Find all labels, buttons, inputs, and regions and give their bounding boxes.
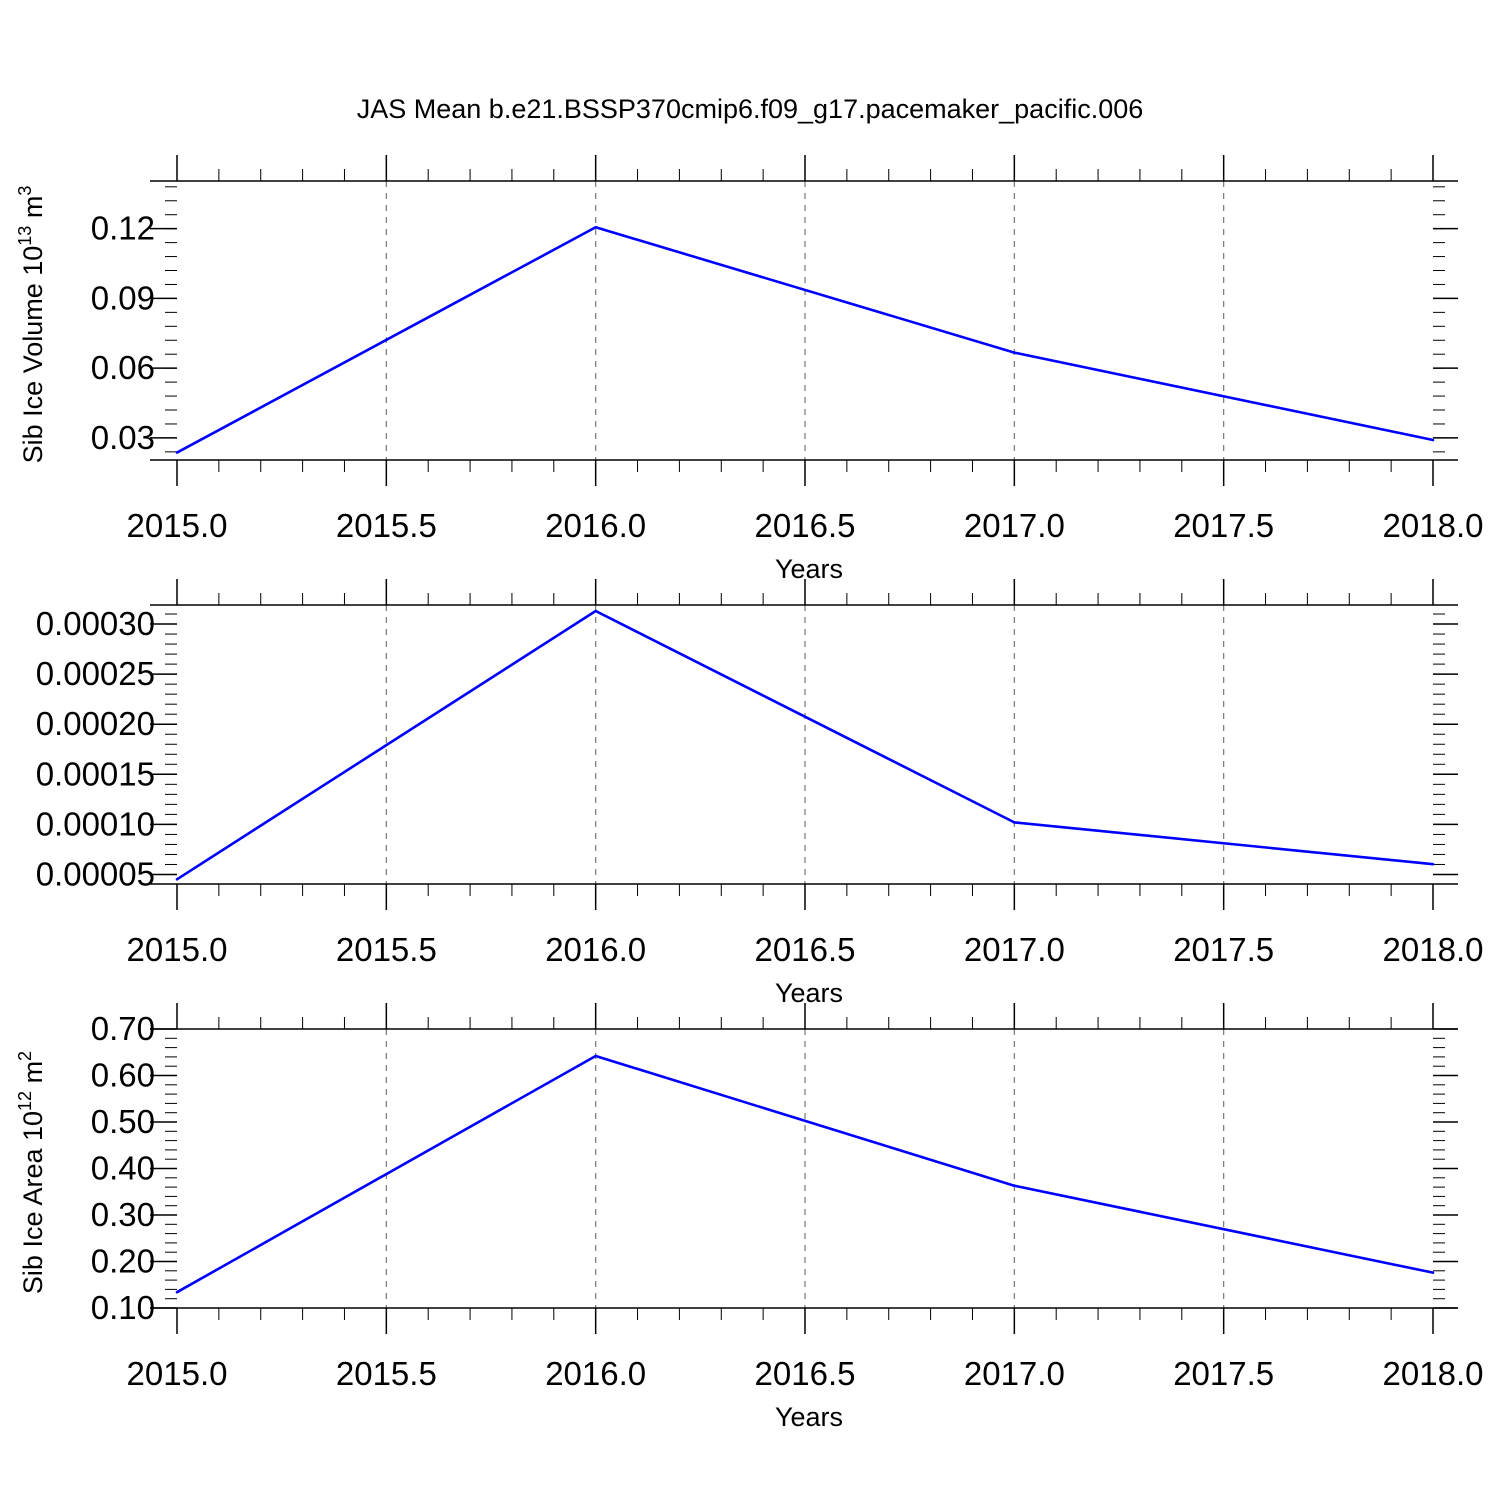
y-tick-label: 0.70: [91, 1010, 155, 1047]
y-axis-title-unit: m: [18, 1061, 48, 1091]
x-tick-label: 2018.0: [1383, 507, 1484, 544]
y-tick-label: 0.06: [91, 349, 155, 386]
data-point: [594, 1054, 597, 1058]
y-tick-label: 0.12: [91, 210, 155, 247]
y-axis-title-exponent: 12: [15, 1091, 35, 1111]
y-tick-label: 0.00015: [36, 755, 155, 792]
y-axis-title-exponent: 13: [15, 226, 35, 246]
y-tick-label: 0.00030: [36, 605, 155, 642]
data-point: [1013, 1184, 1016, 1188]
x-axis-title: Years: [775, 554, 843, 584]
x-tick-label: 2016.0: [545, 507, 646, 544]
y-tick-label: 0.10: [91, 1289, 155, 1326]
x-tick-label: 2015.0: [127, 931, 228, 968]
x-tick-label: 2015.5: [336, 931, 437, 968]
y-tick-label: 0.03: [91, 419, 155, 456]
x-tick-label: 2018.0: [1383, 1355, 1484, 1392]
x-tick-label: 2017.0: [964, 1355, 1065, 1392]
chart-panel-3: 0.10 0.20 0.30 0.40 0.50 0.60 0.70 2015.0 2015.5…: [15, 1003, 1483, 1432]
series-line: [176, 1054, 1434, 1294]
data-point: [1013, 821, 1016, 824]
y-axis-title: Sib Ice Area 1012 m2: [15, 1051, 48, 1294]
x-tick-label: 2016.5: [755, 507, 856, 544]
x-tick-label: 2017.5: [1173, 931, 1274, 968]
data-point: [175, 877, 179, 881]
data-point: [594, 225, 597, 229]
y-tick-label: 0.00010: [36, 805, 155, 842]
y-axis-title-text: Sib Ice Volume 10: [18, 246, 48, 464]
y-tick-label: 0.20: [91, 1243, 155, 1280]
x-tick-label: 2017.0: [964, 931, 1065, 968]
series-line: [176, 225, 1434, 454]
y-tick-label: 0.40: [91, 1150, 155, 1187]
data-point: [175, 451, 179, 454]
y-axis-title-unit: m: [18, 196, 48, 226]
data-point: [1013, 351, 1016, 354]
x-axis-title: Years: [775, 978, 843, 1008]
x-tick-label: 2016.0: [545, 931, 646, 968]
data-point: [1431, 1271, 1435, 1274]
y-axis-title-unit-exponent: 2: [15, 1051, 35, 1061]
y-tick-label: 0.00020: [36, 705, 155, 742]
x-axis-title: Years: [775, 1402, 843, 1432]
x-tick-label: 2017.5: [1173, 1355, 1274, 1392]
y-tick-label: 0.30: [91, 1196, 155, 1233]
y-tick-label: 0.50: [91, 1103, 155, 1140]
x-tick-label: 2015.5: [336, 507, 437, 544]
data-point: [594, 609, 597, 613]
x-tick-label: 2017.0: [964, 507, 1065, 544]
data-point: [175, 1290, 179, 1294]
series-line: [176, 609, 1434, 881]
x-tick-label: 2016.5: [755, 931, 856, 968]
x-tick-label: 2016.5: [755, 1355, 856, 1392]
x-tick-label: 2015.0: [127, 507, 228, 544]
x-tick-label: 2016.0: [545, 1355, 646, 1392]
chart-panel-2: 0.00005 0.00010 0.00015 0.00020 0.00025 0.000…: [36, 579, 1484, 1008]
y-axis-title-unit-exponent: 3: [15, 186, 35, 196]
y-tick-label: 0.60: [91, 1057, 155, 1094]
chart-panel-1: 0.03 0.06 0.09 0.12 2015.0 2015.5 2016.0 2016.5…: [15, 155, 1483, 584]
x-tick-label: 2017.5: [1173, 507, 1274, 544]
figure-title: JAS Mean b.e21.BSSP370cmip6.f09_g17.pace…: [357, 94, 1144, 124]
data-point: [1431, 862, 1435, 866]
y-axis-title: Sib Ice Volume 1013 m3: [15, 186, 48, 464]
y-tick-label: 0.09: [91, 279, 155, 316]
x-tick-label: 2015.5: [336, 1355, 437, 1392]
x-tick-label: 2018.0: [1383, 931, 1484, 968]
y-axis-title-text: Sib Ice Area 10: [18, 1111, 48, 1294]
data-point: [1431, 438, 1435, 442]
y-tick-label: 0.00005: [36, 855, 155, 892]
x-tick-label: 2015.0: [127, 1355, 228, 1392]
y-tick-label: 0.00025: [36, 655, 155, 692]
